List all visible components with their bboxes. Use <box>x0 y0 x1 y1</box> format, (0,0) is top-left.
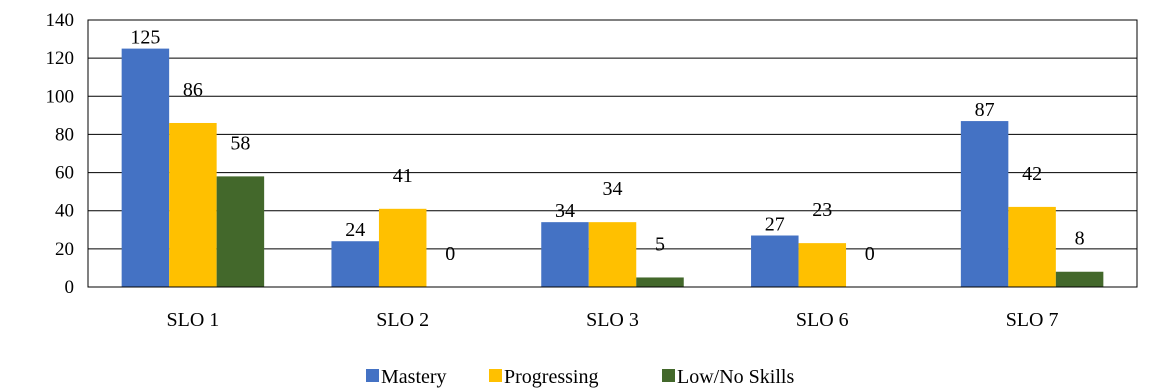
data-label: 24 <box>345 219 365 241</box>
y-tick-label: 120 <box>46 48 75 69</box>
bar-mastery-slo-3 <box>541 222 589 287</box>
bar-mastery-slo-6 <box>751 235 799 287</box>
x-category-label: SLO 7 <box>1006 309 1059 331</box>
data-label: 23 <box>812 199 832 221</box>
x-category-label: SLO 2 <box>376 309 429 331</box>
bar-progressing-slo-3 <box>588 222 637 287</box>
bar-low-no-skills-slo-1 <box>216 176 265 287</box>
legend-swatch <box>489 369 502 382</box>
x-axis-categories: SLO 1 SLO 2 SLO 3 SLO 6 SLO 7 <box>167 309 1059 331</box>
data-label: 58 <box>230 132 250 154</box>
bar-progressing-slo-6 <box>798 243 847 287</box>
legend: Mastery Progressing Low/No Skills <box>366 366 794 388</box>
legend-swatch <box>662 369 675 382</box>
x-category-label: SLO 1 <box>167 309 220 331</box>
data-label: 5 <box>655 233 665 255</box>
data-label: 27 <box>765 214 785 236</box>
y-tick-label: 0 <box>65 277 75 298</box>
y-axis-ticks: 0 20 40 60 80 100 120 140 <box>46 10 75 298</box>
data-labels: 125 86 58 24 41 0 34 34 5 27 23 0 87 42 8 <box>130 27 1084 265</box>
bar-progressing-slo-7 <box>1008 206 1056 287</box>
plot-frame <box>87 19 1138 288</box>
y-tick-label: 140 <box>46 10 75 31</box>
bar-progressing-slo-1 <box>169 122 217 287</box>
data-label: 86 <box>183 79 203 101</box>
legend-swatch <box>366 369 379 382</box>
data-label: 87 <box>975 99 995 121</box>
bar-progressing-slo-2 <box>378 208 427 287</box>
x-category-label: SLO 3 <box>586 309 639 331</box>
bars <box>121 48 1104 287</box>
x-category-label: SLO 6 <box>796 309 849 331</box>
bar-low-no-skills-slo-7 <box>1055 271 1104 287</box>
legend-label: Low/No Skills <box>677 366 794 388</box>
legend-label: Progressing <box>504 366 598 388</box>
bar-mastery-slo-2 <box>331 241 379 287</box>
data-label: 0 <box>865 243 875 265</box>
bar-mastery-slo-1 <box>121 48 170 287</box>
y-tick-label: 100 <box>46 86 75 107</box>
data-label: 0 <box>445 243 455 265</box>
data-label: 41 <box>393 165 413 187</box>
bar-low-no-skills-slo-3 <box>636 277 684 287</box>
y-tick-label: 60 <box>55 163 74 184</box>
bar-mastery-slo-7 <box>960 121 1009 287</box>
data-label: 34 <box>555 200 575 222</box>
data-label: 8 <box>1075 228 1085 250</box>
y-tick-label: 40 <box>55 201 74 222</box>
legend-label: Mastery <box>381 366 447 388</box>
y-tick-label: 20 <box>55 239 74 260</box>
data-label: 34 <box>603 178 623 200</box>
data-label: 42 <box>1022 163 1042 185</box>
data-label: 125 <box>130 27 160 49</box>
y-tick-label: 80 <box>55 124 74 145</box>
